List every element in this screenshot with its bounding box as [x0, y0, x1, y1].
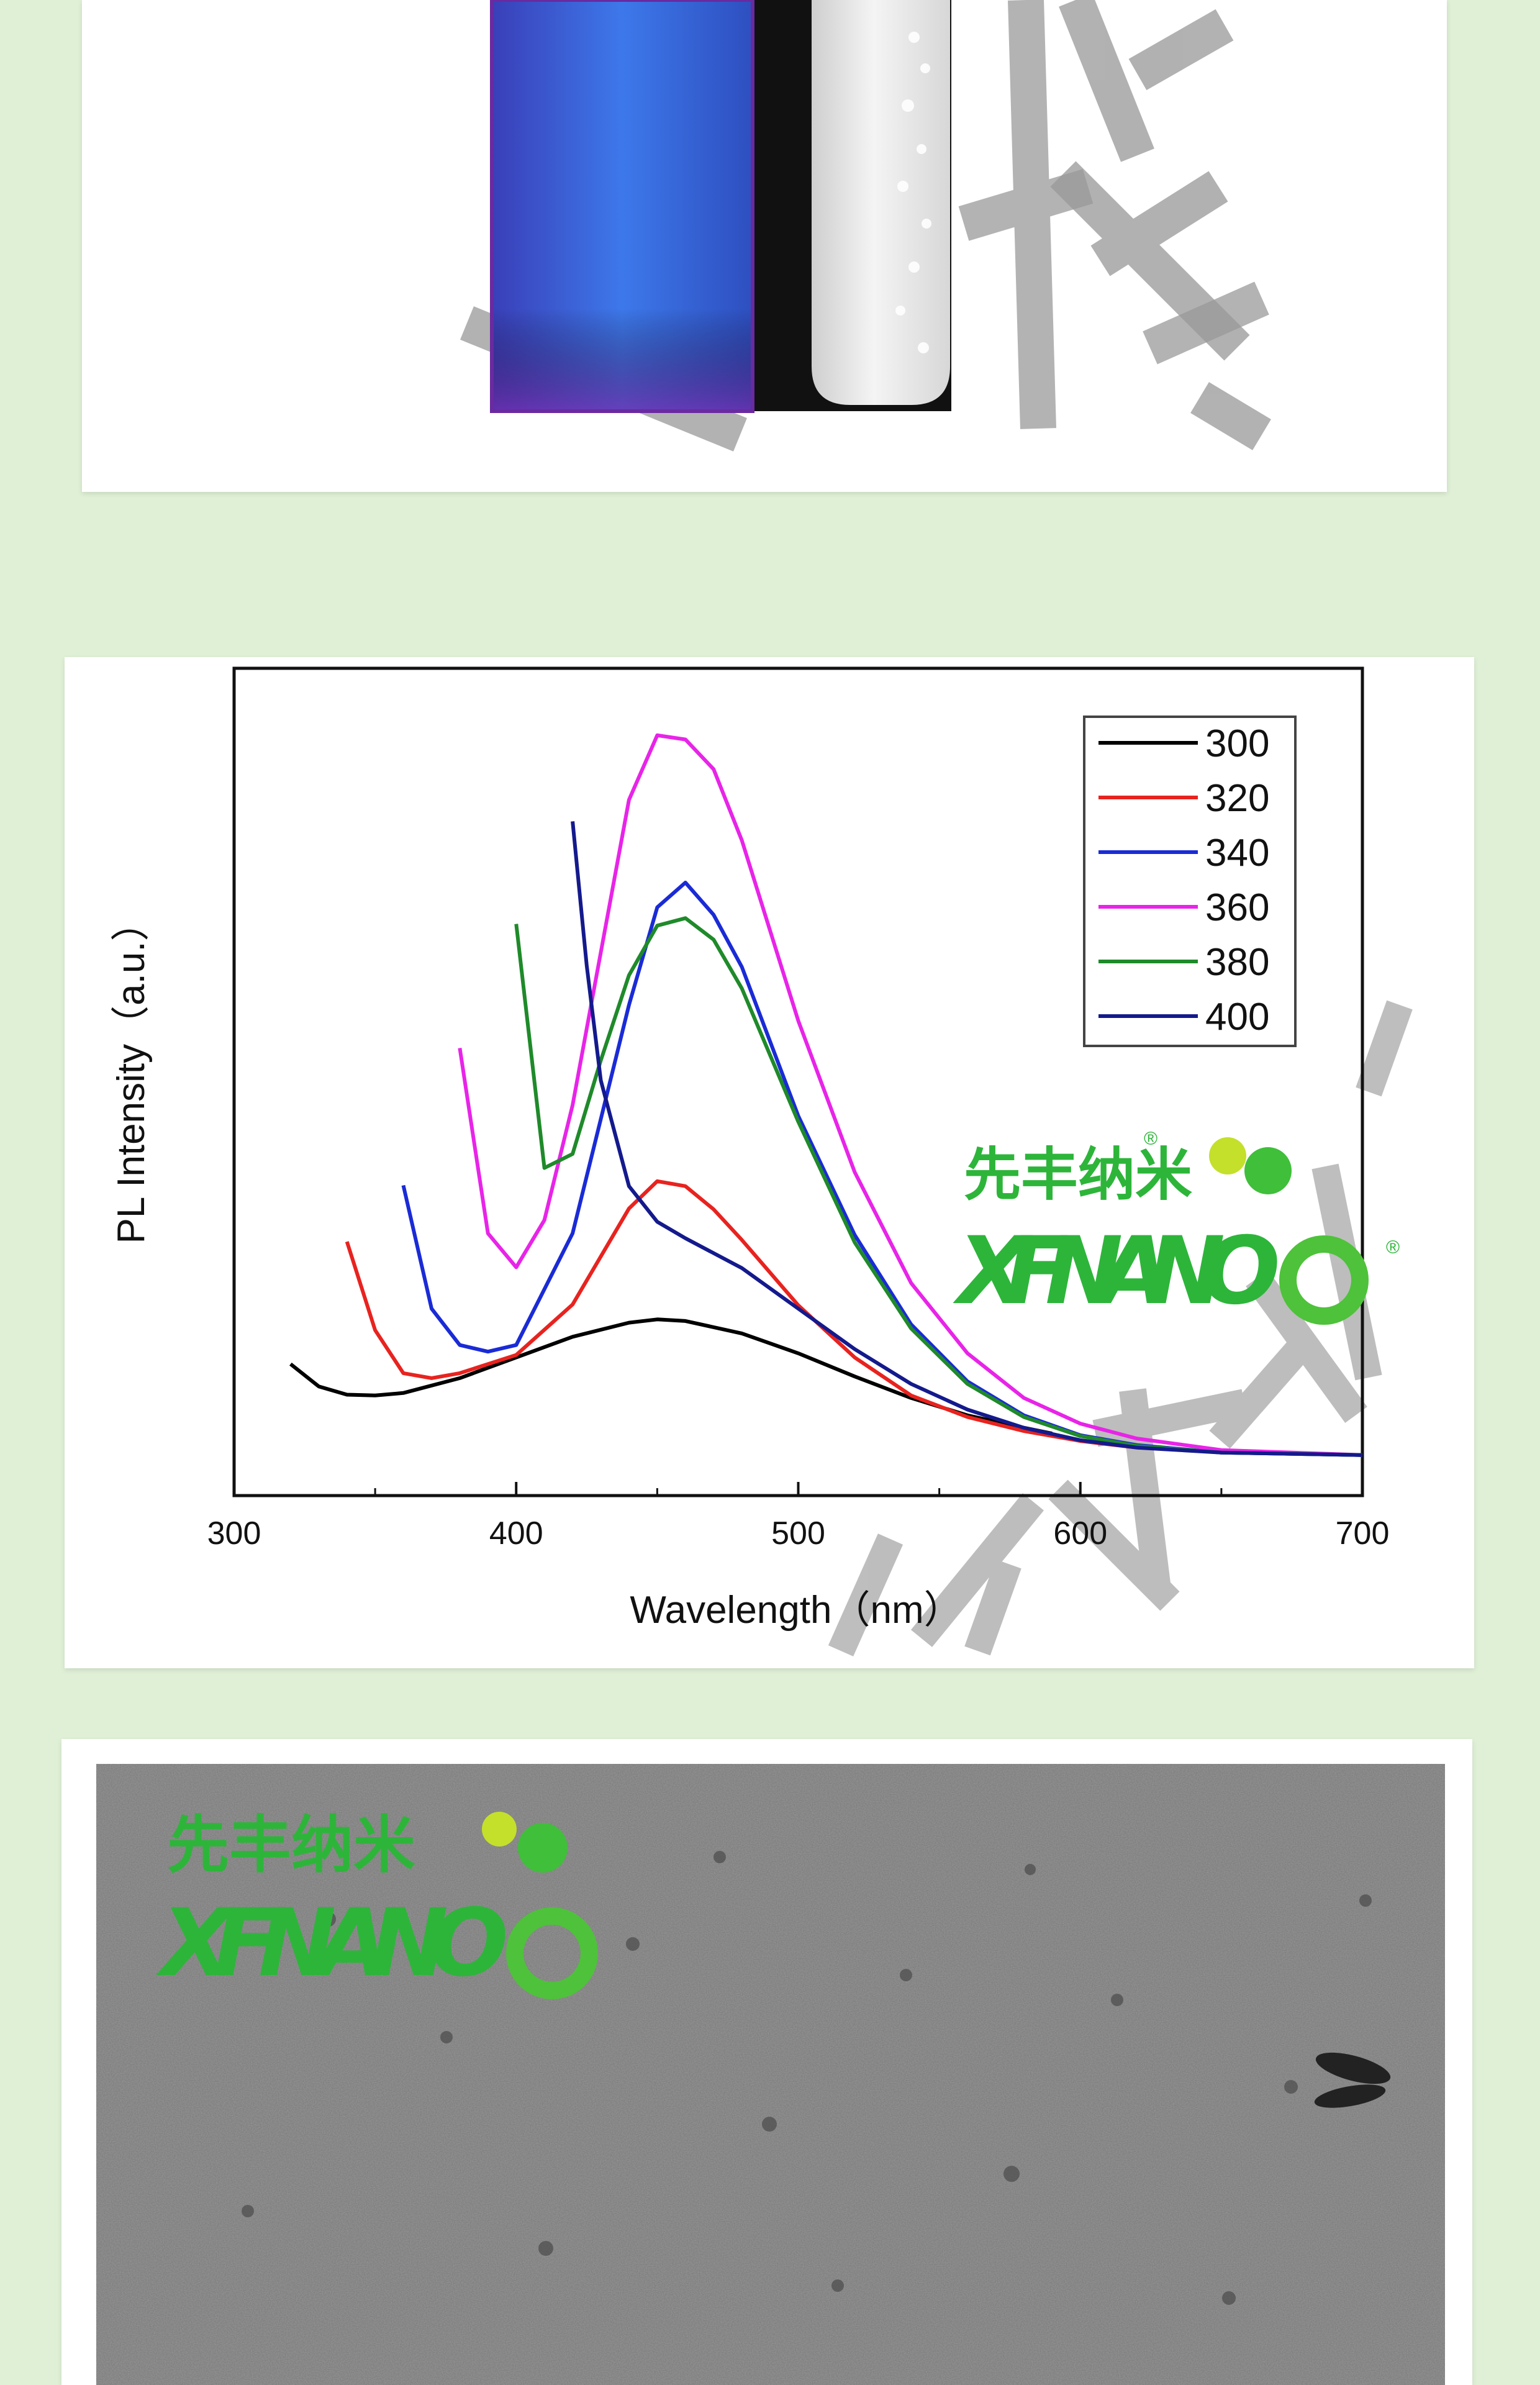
series-line-360 — [458, 733, 1363, 1457]
powder-vial — [812, 0, 950, 405]
logo-registered-mark: ® — [1144, 1129, 1157, 1149]
tem-image-card: 先丰纳米 XFNANO — [61, 1739, 1472, 2385]
series-lines — [289, 733, 1363, 1457]
logo-english-text: XFNANO — [953, 1217, 1280, 1325]
vial-photo — [460, 0, 1271, 452]
logo-dot-small-icon — [482, 1812, 517, 1847]
tem-micrograph: 先丰纳米 XFNANO — [96, 1764, 1445, 2385]
logo-dot-large-icon — [518, 1823, 568, 1873]
logo-chinese-text: 先丰纳米 — [964, 1142, 1192, 1208]
legend-label-400: 400 — [1205, 996, 1269, 1038]
logo-english-text-tem: XFNANO — [156, 1889, 509, 1997]
chart-watermark — [828, 1000, 1413, 1656]
legend: 300 320 340 360 380 400 — [1083, 716, 1297, 1047]
logo-chinese-text-tem: 先丰纳米 — [167, 1809, 415, 1881]
series-line-400 — [571, 821, 1363, 1457]
series-line-320 — [345, 1179, 1137, 1450]
xfnano-logo-tem: 先丰纳米 XFNANO — [156, 1809, 598, 1999]
x-tick-label: 700 — [1336, 1515, 1390, 1551]
logo-dot-large-icon — [1244, 1147, 1292, 1194]
nanoparticle-dots — [242, 1851, 1372, 2305]
legend-label-360: 360 — [1205, 886, 1269, 929]
pl-chart-card: 300 400 500 600 700 Wavelength（nm） PL Intens… — [65, 657, 1474, 1668]
x-tick-label: 600 — [1053, 1515, 1107, 1551]
legend-label-320: 320 — [1205, 777, 1269, 820]
legend-label-300: 300 — [1205, 722, 1269, 765]
logo-ring-icon — [506, 1907, 598, 1999]
x-tick-label: 300 — [207, 1515, 261, 1551]
y-axis-title: PL Intensity（a.u.） — [110, 902, 153, 1243]
particle-cluster — [1314, 2052, 1391, 2108]
powder-granules — [895, 32, 931, 353]
series-line-380 — [514, 916, 1363, 1457]
series-line-300 — [289, 1317, 1053, 1436]
svg-text:®: ® — [1386, 1237, 1400, 1258]
x-tick-label: 500 — [771, 1515, 825, 1551]
vial-photo-card — [82, 0, 1447, 492]
legend-label-380: 380 — [1205, 941, 1269, 984]
legend-label-340: 340 — [1205, 832, 1269, 874]
x-axis-title: Wavelength（nm） — [630, 1589, 962, 1632]
legend-box — [1083, 716, 1297, 1047]
x-tick-label: 400 — [489, 1515, 543, 1551]
pl-spectrum-chart: 300 400 500 600 700 Wavelength（nm） PL Intens… — [110, 666, 1413, 1656]
logo-dot-small-icon — [1209, 1137, 1246, 1174]
x-axis: 300 400 500 600 700 — [207, 1482, 1390, 1551]
xfnano-logo: 先丰纳米 ® XFNANO ® — [953, 1129, 1400, 1325]
logo-ring-icon — [1279, 1235, 1369, 1325]
